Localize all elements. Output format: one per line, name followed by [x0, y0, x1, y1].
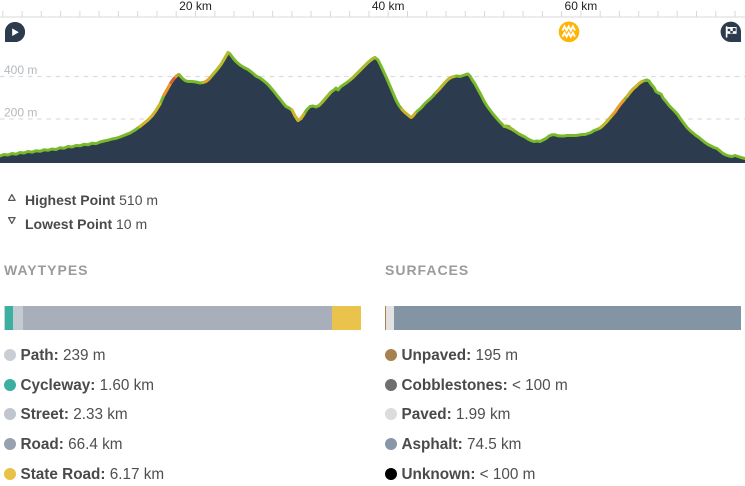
svg-text:200 m: 200 m: [4, 106, 37, 120]
svg-text:40 km: 40 km: [372, 0, 405, 13]
svg-text:20 km: 20 km: [179, 0, 212, 13]
svg-text:60 km: 60 km: [565, 0, 598, 13]
svg-text:400 m: 400 m: [4, 63, 37, 77]
